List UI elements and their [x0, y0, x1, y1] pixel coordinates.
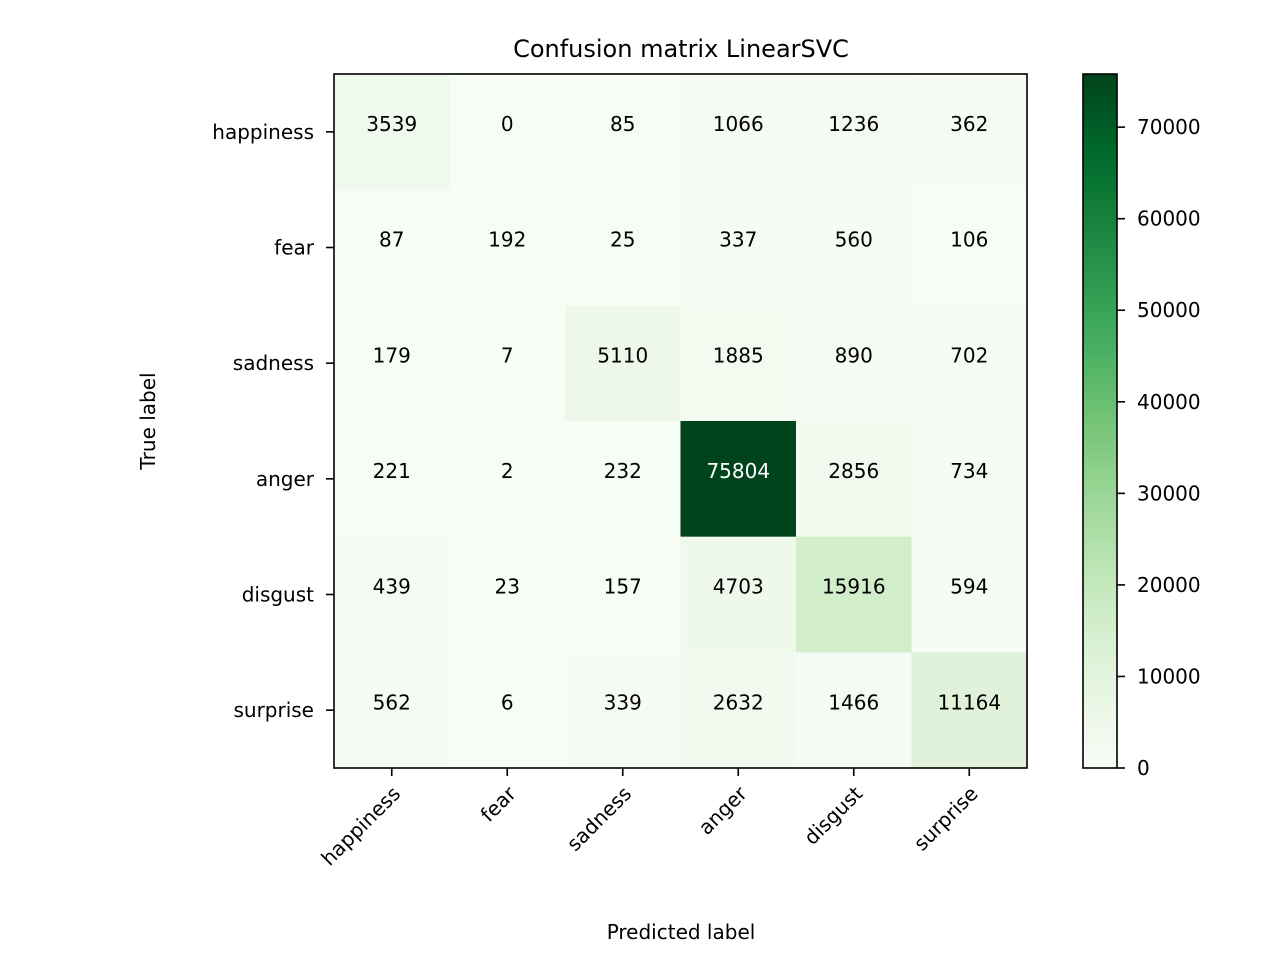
heatmap-cell — [334, 74, 450, 191]
heatmap-cell — [565, 74, 681, 191]
heatmap-cell — [334, 536, 450, 653]
heatmap-cell — [796, 536, 912, 653]
heatmap-cell — [796, 421, 912, 538]
cell-value-label: 2856 — [828, 459, 879, 483]
heatmap-cell — [449, 189, 566, 306]
heatmap-cell — [911, 74, 1028, 191]
heatmap-cell — [911, 305, 1028, 422]
heatmap-cell — [565, 536, 681, 653]
cell-value-label: 339 — [604, 690, 642, 714]
heatmap-cell — [565, 189, 681, 306]
heatmap-cell — [796, 305, 912, 422]
heatmap-cell — [565, 652, 681, 769]
cell-value-label: 25 — [610, 228, 635, 252]
heatmap-cell — [565, 305, 681, 422]
cell-value-label: 5110 — [597, 343, 648, 367]
colorbar-tick-label: 0 — [1137, 756, 1150, 780]
heatmap-cell — [449, 536, 566, 653]
y-tick-label: disgust — [242, 583, 314, 607]
heatmap-cell-labels: 3539 0 85 1066 1236 362 87 192 25 337 560 106 179 7 51… — [366, 112, 1001, 714]
axes-frame — [333, 73, 1028, 769]
heatmap-cell — [911, 189, 1028, 306]
heatmap-cell — [334, 652, 450, 769]
cell-value-label: 3539 — [366, 112, 417, 136]
colorbar-tick-label: 30000 — [1137, 481, 1201, 505]
cell-value-label: 1236 — [828, 112, 879, 136]
heatmap-cell — [449, 74, 566, 191]
cell-value-label: 4703 — [713, 575, 764, 599]
colorbar — [1082, 73, 1118, 769]
cell-value-label: 157 — [604, 575, 642, 599]
heatmap-cell — [680, 74, 797, 191]
cell-value-label: 11164 — [937, 690, 1001, 714]
cell-value-label: 560 — [835, 228, 873, 252]
cell-value-label: 192 — [488, 228, 526, 252]
colorbar-tick-label: 70000 — [1137, 115, 1201, 139]
heatmap-cell — [449, 652, 566, 769]
cell-value-label: 594 — [950, 575, 988, 599]
y-axis-ticks: happiness fear sadness anger disgust surprise — [212, 120, 334, 722]
cell-value-label: 179 — [373, 343, 411, 367]
heatmap-cell — [449, 305, 566, 422]
heatmap-cell — [334, 305, 450, 422]
cell-value-label: 23 — [495, 575, 520, 599]
heatmap-cell — [796, 74, 912, 191]
heatmap-cell — [680, 536, 797, 653]
colorbar-tick-label: 40000 — [1137, 390, 1201, 414]
heatmap-cell — [796, 652, 912, 769]
y-tick-label: sadness — [233, 351, 314, 375]
heatmap-cell — [565, 421, 681, 538]
y-tick-label: happiness — [212, 120, 314, 144]
cell-value-label: 1466 — [828, 690, 879, 714]
cell-value-label: 221 — [373, 459, 411, 483]
heatmap-cell — [334, 421, 450, 538]
cell-value-label: 362 — [950, 112, 988, 136]
heatmap-cell — [680, 652, 797, 769]
colorbar-tick-label: 60000 — [1137, 207, 1201, 231]
cell-value-label: 1885 — [713, 343, 764, 367]
y-tick-label: anger — [256, 467, 315, 491]
cell-value-label: 439 — [373, 575, 411, 599]
cell-value-label: 1066 — [713, 112, 764, 136]
cell-value-label: 87 — [379, 228, 404, 252]
heatmap-cell — [911, 536, 1028, 653]
colorbar-tick-label: 50000 — [1137, 298, 1201, 322]
cell-value-label: 702 — [950, 343, 988, 367]
chart-title: Confusion matrix LinearSVC — [513, 35, 849, 63]
heatmap-cell — [680, 421, 797, 538]
cell-value-label: 15916 — [822, 575, 886, 599]
heatmap-cell — [680, 305, 797, 422]
cell-value-label: 85 — [610, 112, 635, 136]
heatmap-cells — [334, 74, 1028, 769]
cell-value-label: 232 — [604, 459, 642, 483]
y-axis-label: True label — [136, 372, 160, 470]
colorbar-tick-label: 10000 — [1137, 664, 1201, 688]
y-tick-label: fear — [274, 236, 315, 260]
cell-value-label: 75804 — [706, 459, 770, 483]
heatmap-cell — [680, 189, 797, 306]
heatmap-cell — [449, 421, 566, 538]
cell-value-label: 2632 — [713, 690, 764, 714]
x-axis-label: Predicted label — [607, 920, 756, 944]
cell-value-label: 106 — [950, 228, 988, 252]
colorbar-tick-label: 20000 — [1137, 573, 1201, 597]
cell-value-label: 7 — [501, 343, 514, 367]
heatmap-cell — [334, 189, 450, 306]
y-tick-label: surprise — [233, 698, 314, 722]
cell-value-label: 6 — [501, 690, 514, 714]
heatmap-cell — [796, 189, 912, 306]
cell-value-label: 2 — [501, 459, 514, 483]
heatmap-cell — [911, 652, 1028, 769]
heatmap-cell — [911, 421, 1028, 538]
cell-value-label: 562 — [373, 690, 411, 714]
colorbar-ticks: 0 10000 20000 30000 40000 50000 60000 70000 — [1117, 115, 1201, 780]
cell-value-label: 337 — [719, 228, 757, 252]
cell-value-label: 0 — [501, 112, 514, 136]
cell-value-label: 890 — [835, 343, 873, 367]
cell-value-label: 734 — [950, 459, 988, 483]
